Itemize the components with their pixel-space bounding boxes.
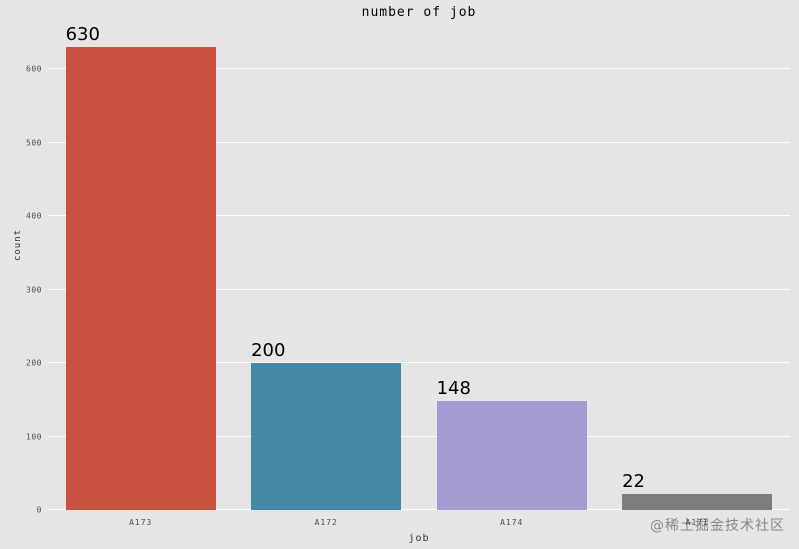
gridline [48, 435, 790, 437]
bar-a174 [436, 401, 587, 510]
watermark: @稀土掘金技术社区 [650, 518, 785, 534]
bar-group-a172: 200 [234, 25, 420, 510]
y-tick-label: 300 [26, 285, 42, 295]
y-tick-label: 0 [36, 505, 42, 515]
bar-value-label: 148 [436, 378, 471, 400]
x-tick-label: A174 [500, 518, 524, 527]
bar-a173 [65, 47, 216, 510]
plot-area: 0 100 200 300 400 500 600 630 200 148 22 [26, 25, 790, 515]
x-tick-label: A171 [685, 518, 709, 527]
y-tick-label: 200 [26, 358, 42, 368]
x-tick-label: A172 [314, 518, 338, 527]
gridline [48, 68, 790, 70]
bar-value-label: 22 [622, 471, 646, 493]
x-axis-label: job [408, 533, 430, 544]
gridline [48, 362, 790, 364]
gridline [48, 509, 790, 510]
bars-row: 630 200 148 22 [48, 25, 790, 510]
chart-title: number of job [361, 5, 477, 20]
y-axis-label: count [13, 228, 24, 262]
y-tick-label: 100 [26, 432, 42, 442]
bar-value-label: 200 [251, 340, 286, 362]
bar-group-a173: 630 [48, 25, 234, 510]
gridline [48, 215, 790, 217]
y-tick-label: 500 [26, 138, 42, 148]
bar-value-label: 630 [65, 24, 100, 46]
x-tick-row: A173 A172 A174 A171 [48, 518, 790, 527]
y-tick-label: 400 [26, 211, 42, 221]
bar-a172 [251, 363, 402, 510]
y-tick-label: 600 [26, 64, 42, 74]
bar-group-a171: 22 [605, 25, 791, 510]
bar-a171 [622, 493, 773, 510]
bar-group-a174: 148 [419, 25, 605, 510]
gridline [48, 288, 790, 290]
gridline [48, 141, 790, 143]
x-tick-label: A173 [129, 518, 153, 527]
